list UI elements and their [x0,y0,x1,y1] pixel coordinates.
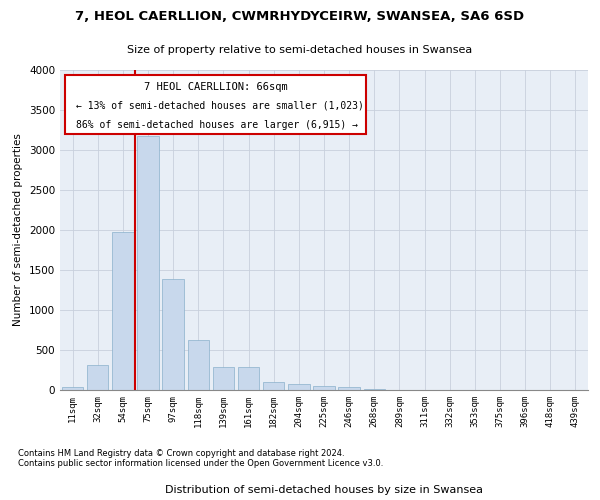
Text: Contains HM Land Registry data © Crown copyright and database right 2024.: Contains HM Land Registry data © Crown c… [18,448,344,458]
Bar [137,136,158,390]
Text: Distribution of semi-detached houses by size in Swansea: Distribution of semi-detached houses by … [165,485,483,495]
Text: 7 HEOL CAERLLION: 66sqm: 7 HEOL CAERLLION: 66sqm [144,82,287,92]
Bar [313,386,335,390]
Bar [213,367,234,390]
Y-axis label: Number of semi-detached properties: Number of semi-detached properties [13,134,23,326]
Text: 7, HEOL CAERLLION, CWMRHYDYCEIRW, SWANSEA, SA6 6SD: 7, HEOL CAERLLION, CWMRHYDYCEIRW, SWANSE… [76,10,524,23]
Bar [62,387,83,390]
Text: ← 13% of semi-detached houses are smaller (1,023): ← 13% of semi-detached houses are smalle… [76,100,364,110]
FancyBboxPatch shape [65,75,366,134]
Bar [288,384,310,390]
Bar [112,232,134,390]
Text: 86% of semi-detached houses are larger (6,915) →: 86% of semi-detached houses are larger (… [76,120,358,130]
Bar [338,387,360,390]
Bar [238,367,259,390]
Bar [188,340,209,390]
Bar [87,365,109,390]
Text: Size of property relative to semi-detached houses in Swansea: Size of property relative to semi-detach… [127,45,473,55]
Bar [364,389,385,390]
Text: Contains public sector information licensed under the Open Government Licence v3: Contains public sector information licen… [18,458,383,468]
Bar [163,279,184,390]
Bar [263,382,284,390]
